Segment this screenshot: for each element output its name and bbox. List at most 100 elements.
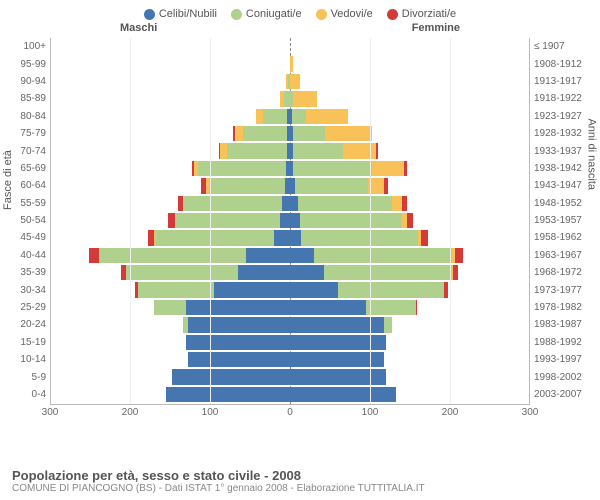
segment [126, 265, 238, 280]
birth-label: 1998-2002 [534, 372, 596, 383]
age-row: 35-391968-1972 [50, 264, 530, 281]
rows-container: 100+≤ 190795-991908-191290-941913-191785… [50, 38, 530, 404]
segment [188, 317, 290, 332]
bar-female [290, 317, 392, 332]
bar-female [290, 369, 386, 384]
age-label: 35-39 [4, 267, 46, 278]
bar-male [172, 369, 290, 384]
segment [366, 300, 416, 315]
bar-male [280, 91, 290, 106]
age-row: 55-591948-1952 [50, 195, 530, 212]
segment [444, 282, 449, 297]
birth-label: 1973-1977 [534, 285, 596, 296]
bar-area [50, 196, 530, 211]
age-label: 95-99 [4, 59, 46, 70]
segment [89, 248, 99, 263]
legend: Celibi/Nubili Coniugati/e Vedovi/e Divorzia… [0, 0, 600, 22]
bar-male [168, 213, 290, 228]
segment [392, 196, 402, 211]
bar-area [50, 300, 530, 315]
birth-label: ≤ 1907 [534, 41, 596, 52]
gridline [210, 38, 211, 404]
birth-label: 1978-1982 [534, 302, 596, 313]
bar-male [201, 178, 290, 193]
segment [290, 300, 366, 315]
legend-item: Vedovi/e [316, 8, 373, 20]
legend-item: Coniugati/e [231, 8, 302, 20]
segment [292, 109, 306, 124]
segment [172, 369, 290, 384]
age-label: 20-24 [4, 319, 46, 330]
y-right-title: Anni di nascita [586, 118, 598, 190]
segment [198, 161, 286, 176]
age-label: 90-94 [4, 76, 46, 87]
age-row: 60-641943-1947 [50, 177, 530, 194]
legend-swatch [144, 9, 155, 20]
legend-label: Divorziati/e [402, 8, 456, 20]
birth-label: 1953-1957 [534, 215, 596, 226]
birth-label: 1988-1992 [534, 337, 596, 348]
bar-female [290, 161, 407, 176]
bar-female [290, 335, 386, 350]
segment [280, 213, 290, 228]
birth-label: 1908-1912 [534, 59, 596, 70]
age-row: 15-191988-1992 [50, 334, 530, 351]
birth-label: 2003-2007 [534, 389, 596, 400]
bar-female [290, 126, 372, 141]
x-tick-label: 100 [202, 407, 219, 418]
segment [188, 352, 290, 367]
birth-label: 1948-1952 [534, 198, 596, 209]
age-row: 25-291978-1982 [50, 299, 530, 316]
segment [290, 213, 300, 228]
label-male: Maschi [120, 22, 157, 34]
legend-label: Vedovi/e [331, 8, 373, 20]
bar-area [50, 230, 530, 245]
birth-label: 1963-1967 [534, 250, 596, 261]
segment [282, 196, 290, 211]
bar-male [233, 126, 290, 141]
segment [376, 143, 378, 158]
segment [186, 300, 290, 315]
bar-female [290, 56, 293, 71]
segment [235, 126, 243, 141]
bar-male [148, 230, 290, 245]
gender-labels: Maschi Femmine [0, 22, 600, 38]
segment [290, 74, 300, 89]
segment [209, 178, 285, 193]
x-tick-label: 0 [287, 407, 293, 418]
age-row: 45-491958-1962 [50, 229, 530, 246]
bar-female [290, 387, 396, 402]
x-tick-label: 200 [122, 407, 139, 418]
x-tick-label: 300 [42, 407, 59, 418]
bar-male [256, 109, 290, 124]
age-label: 50-54 [4, 215, 46, 226]
age-row: 75-791928-1932 [50, 125, 530, 142]
segment [314, 248, 452, 263]
segment [274, 230, 290, 245]
segment [293, 126, 325, 141]
y-left-title: Fasce di età [2, 150, 14, 210]
bar-area [50, 178, 530, 193]
segment [290, 230, 301, 245]
segment [214, 282, 290, 297]
segment [263, 109, 287, 124]
segment [455, 248, 463, 263]
age-row: 90-941913-1917 [50, 73, 530, 90]
segment [453, 265, 458, 280]
segment [298, 196, 392, 211]
segment [290, 248, 314, 263]
gridline [370, 38, 371, 404]
age-label: 30-34 [4, 285, 46, 296]
bar-area [50, 213, 530, 228]
legend-label: Celibi/Nubili [159, 8, 217, 20]
segment [184, 196, 282, 211]
bar-female [290, 230, 428, 245]
segment [290, 282, 338, 297]
bar-female [290, 109, 348, 124]
bar-male [121, 265, 290, 280]
segment [343, 143, 377, 158]
bar-area [50, 143, 530, 158]
legend-swatch [387, 9, 398, 20]
age-label: 10-14 [4, 354, 46, 365]
segment [301, 230, 418, 245]
